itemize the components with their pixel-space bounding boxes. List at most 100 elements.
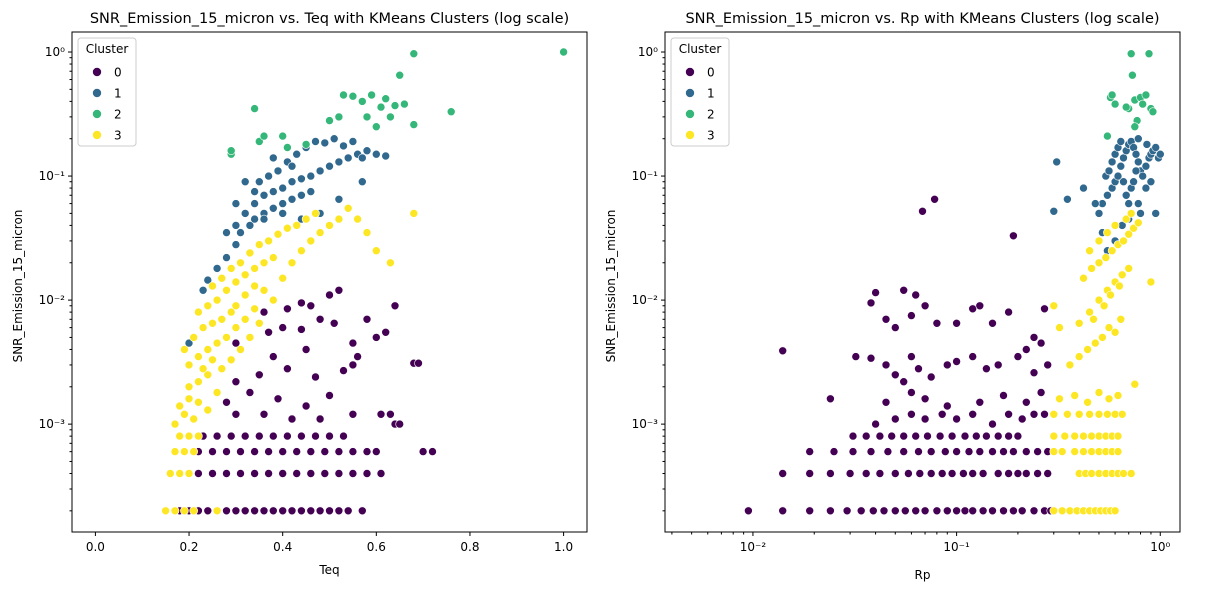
point-cluster-0 [890,506,900,516]
legend-entry-label: 1 [114,87,122,101]
point-cluster-3 [268,295,278,305]
point-cluster-1 [287,177,297,186]
point-cluster-0 [1029,333,1039,342]
point-cluster-1 [1091,199,1100,208]
point-cluster-0 [778,506,788,516]
point-cluster-3 [1087,431,1096,441]
y-tick-label: 10⁻³ [632,417,659,431]
point-cluster-0 [1009,447,1018,456]
point-cluster-2 [1110,99,1120,109]
legend-entry-label: 3 [707,129,715,143]
point-cluster-3 [1070,447,1079,456]
point-cluster-0 [890,323,900,332]
point-cluster-0 [988,318,997,328]
legend-marker [685,67,695,77]
point-cluster-0 [875,469,885,478]
point-cluster-1 [1134,199,1143,208]
point-cluster-0 [868,506,878,516]
point-cluster-0 [325,290,334,300]
point-cluster-3 [180,409,189,419]
point-cluster-0 [952,506,961,516]
point-cluster-0 [964,447,974,456]
point-cluster-3 [1126,209,1136,218]
point-cluster-3 [1079,447,1088,456]
point-cluster-0 [890,414,900,424]
point-cluster-3 [250,304,259,314]
point-cluster-3 [1085,409,1094,419]
point-cluster-1 [1136,209,1145,218]
point-cluster-0 [935,431,945,441]
point-cluster-3 [334,214,344,224]
point-cluster-3 [1055,323,1064,332]
teq-scatter-panel: SNR_Emission_15_micron vs. Teq with KMea… [11,11,588,577]
point-cluster-0 [805,506,815,516]
point-cluster-0 [278,506,288,516]
point-cluster-0 [968,469,978,478]
point-cluster-3 [1119,469,1128,478]
point-cluster-3 [1063,409,1072,419]
point-cluster-3 [1126,469,1136,478]
point-cluster-3 [175,401,184,411]
legend-marker [92,130,102,140]
point-cluster-3 [166,469,175,478]
point-cluster-0 [1022,345,1031,354]
point-cluster-1 [250,214,259,224]
point-cluster-0 [264,469,273,478]
point-cluster-0 [222,447,231,456]
point-cluster-3 [180,447,189,456]
point-cluster-3 [226,355,236,365]
point-cluster-0 [278,447,288,456]
point-cluster-3 [1124,229,1133,239]
point-cluster-0 [988,447,997,456]
point-cluster-3 [1110,327,1120,337]
point-cluster-1 [315,166,325,176]
y-tick-label: 10⁻² [39,293,66,307]
point-cluster-3 [1116,314,1126,324]
point-cluster-3 [208,318,217,328]
point-cluster-3 [283,223,292,233]
point-cluster-1 [259,191,269,200]
point-cluster-0 [993,360,1003,370]
point-cluster-0 [866,447,876,456]
point-cluster-3 [189,333,198,342]
legend-entry-label: 0 [707,66,715,80]
point-cluster-1 [1094,209,1104,218]
point-cluster-0 [1033,469,1042,478]
point-cluster-0 [978,506,988,516]
point-cluster-1 [273,166,283,176]
point-cluster-1 [343,153,353,163]
point-cluster-1 [231,240,241,249]
point-cluster-0 [371,447,381,456]
point-cluster-1 [329,134,339,143]
point-cluster-0 [287,414,297,424]
point-cluster-1 [1052,157,1061,167]
point-cluster-0 [856,506,866,516]
point-cluster-2 [1121,102,1131,112]
point-cluster-0 [1009,231,1018,241]
point-cluster-3 [1110,506,1120,516]
point-cluster-3 [1094,388,1104,397]
point-cluster-3 [212,338,222,348]
point-cluster-0 [268,431,278,441]
point-cluster-0 [1004,431,1013,441]
point-cluster-2 [278,131,288,141]
point-cluster-0 [240,506,250,516]
point-cluster-0 [334,285,344,295]
point-cluster-3 [1087,447,1096,456]
point-cluster-0 [339,431,348,441]
point-cluster-3 [1101,253,1111,262]
point-cluster-0 [203,506,213,516]
point-cluster-2 [395,70,405,80]
point-cluster-0 [911,290,921,300]
point-cluster-1 [362,146,372,155]
legend-entry-label: 2 [707,108,715,122]
point-cluster-0 [348,338,358,348]
point-cluster-0 [194,469,203,478]
point-cluster-3 [1060,431,1070,441]
point-cluster-0 [325,506,334,516]
point-cluster-1 [1131,149,1141,159]
point-cluster-0 [975,447,985,456]
point-cluster-0 [952,414,961,424]
point-cluster-0 [334,469,344,478]
point-cluster-0 [1022,469,1031,478]
